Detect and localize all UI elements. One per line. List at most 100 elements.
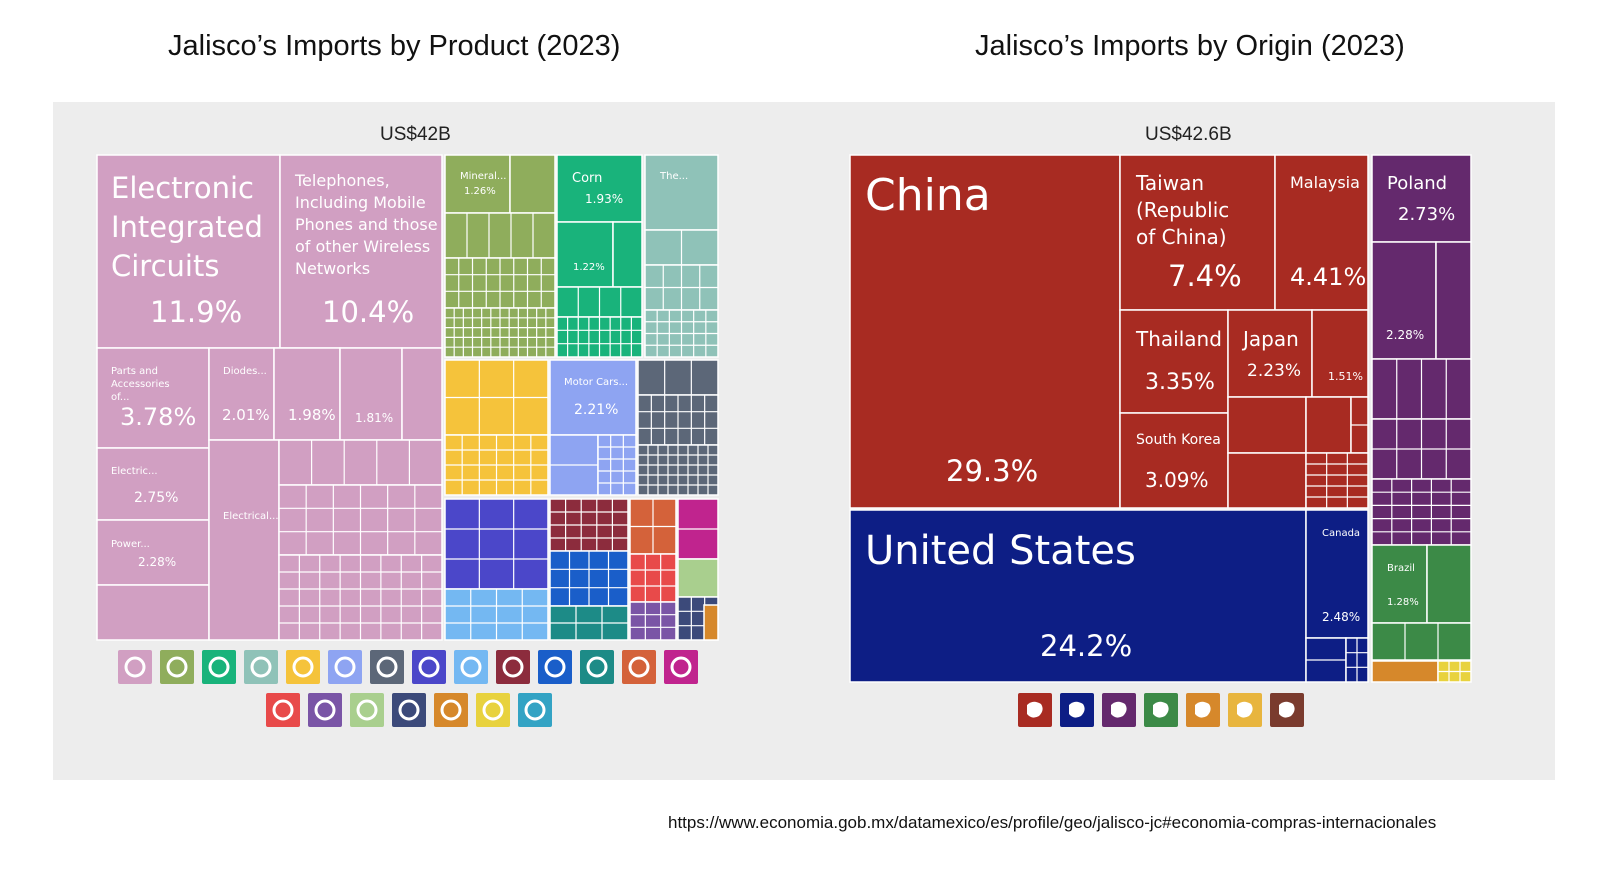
foodstuffs-icon-bg — [580, 650, 614, 684]
arts-icon-glyph — [482, 699, 504, 721]
pct-diodes: 2.01% — [222, 406, 270, 424]
antarctica-icon[interactable] — [1270, 693, 1304, 727]
cell-poland — [1371, 154, 1472, 243]
label-parts-accessories: Accessories — [111, 379, 170, 390]
cell-brazil — [1371, 544, 1428, 624]
paper-icon-glyph — [544, 656, 566, 678]
plant-icon[interactable] — [244, 650, 278, 684]
block-peri-b — [597, 434, 637, 496]
plastics-icon[interactable] — [518, 693, 552, 727]
recycling-icon[interactable] — [286, 650, 320, 684]
instruments-icon[interactable] — [412, 650, 446, 684]
precious-metals-icon[interactable] — [392, 693, 426, 727]
transport-icon-bg — [328, 650, 362, 684]
foodstuffs-icon-glyph — [586, 656, 608, 678]
block-red-e — [1305, 452, 1369, 509]
block-pink-a — [278, 439, 443, 486]
transport-icon-glyph — [334, 656, 356, 678]
label-corn: Corn — [572, 171, 602, 186]
pct-china: 29.3% — [946, 454, 1038, 488]
metals-icon[interactable] — [370, 650, 404, 684]
wood-icon[interactable] — [622, 650, 656, 684]
cell-corn — [556, 154, 643, 223]
pct-united-states: 24.2% — [1040, 629, 1132, 663]
textiles-icon-bg — [496, 650, 530, 684]
pct-corn: 1.93% — [585, 192, 623, 206]
north-america-icon[interactable] — [1060, 693, 1094, 727]
source-url: https://www.economia.gob.mx/datamexico/e… — [668, 813, 1437, 832]
pct-south-korea: 3.09% — [1145, 468, 1209, 492]
africa-icon[interactable] — [1228, 693, 1262, 727]
cell-purple-b — [1435, 241, 1472, 360]
recycling-icon-glyph — [292, 656, 314, 678]
footwear-icon-glyph — [670, 656, 692, 678]
total-label-products: US$42B — [380, 124, 451, 145]
machinery-icon-bg — [118, 650, 152, 684]
transport-icon[interactable] — [328, 650, 362, 684]
chart-title-products: Jalisco’s Imports by Product (2023) — [168, 30, 621, 62]
label-parts-accessories: of... — [111, 392, 129, 403]
south-america-icon[interactable] — [1144, 693, 1178, 727]
hides-icon[interactable] — [434, 693, 468, 727]
pct-telephones: 10.4% — [322, 295, 414, 329]
stone-icon-bg — [308, 693, 342, 727]
label-telephones: Telephones, — [294, 171, 390, 190]
label-taiwan: (Republic — [1136, 198, 1229, 222]
stone-icon[interactable] — [308, 693, 342, 727]
document-icon[interactable] — [266, 693, 300, 727]
paper-icon-bg — [538, 650, 572, 684]
arts-icon[interactable] — [476, 693, 510, 727]
pct-brazil: 1.28% — [1387, 597, 1419, 608]
textiles-icon[interactable] — [496, 650, 530, 684]
document-icon-glyph — [272, 699, 294, 721]
cell-canada — [1305, 509, 1369, 639]
vegetables-icon-glyph — [208, 656, 230, 678]
cell-power — [96, 519, 210, 586]
animal-icon-bg — [454, 650, 488, 684]
label-japan: Japan — [1241, 327, 1299, 351]
arts-icon-bg — [476, 693, 510, 727]
machinery-icon[interactable] — [118, 650, 152, 684]
cell-malaysia — [1274, 154, 1369, 311]
block-purple-c — [1371, 478, 1472, 546]
foodstuffs-icon[interactable] — [580, 650, 614, 684]
block-green-a — [444, 212, 556, 259]
weapons-icon[interactable] — [350, 693, 384, 727]
label-electronic-integrated-circuits: Circuits — [111, 249, 219, 283]
label-motor-cars: Motor Cars... — [564, 377, 628, 388]
cell-green-b — [1426, 544, 1472, 624]
cell-south-korea — [1119, 412, 1229, 509]
block-red-b — [1227, 452, 1307, 509]
footwear-icon-bg — [664, 650, 698, 684]
label-the: The... — [659, 171, 688, 182]
cell-electric — [96, 447, 210, 521]
footwear-icon[interactable] — [664, 650, 698, 684]
label-parts-accessories: Parts and — [111, 366, 158, 377]
chemicals-icon[interactable] — [160, 650, 194, 684]
animal-icon[interactable] — [454, 650, 488, 684]
asia-icon[interactable] — [1018, 693, 1052, 727]
oceania-icon[interactable] — [1186, 693, 1220, 727]
paper-icon[interactable] — [538, 650, 572, 684]
cell-teal-b — [612, 221, 643, 288]
cell-china — [849, 154, 1121, 509]
vegetables-icon[interactable] — [202, 650, 236, 684]
pct-thailand: 3.35% — [1145, 370, 1215, 395]
instruments-icon-bg — [412, 650, 446, 684]
cell-orange-r — [1371, 660, 1439, 683]
label-taiwan: Taiwan — [1135, 171, 1204, 195]
europe-icon[interactable] — [1102, 693, 1136, 727]
label-south-korea: South Korea — [1136, 432, 1221, 448]
label-mineral: Mineral... — [460, 171, 506, 182]
cell-pink-small — [401, 347, 443, 441]
block-red-c — [1305, 396, 1352, 454]
cell-japan — [1227, 309, 1313, 398]
document-icon-bg — [266, 693, 300, 727]
hides-icon-glyph — [440, 699, 462, 721]
hides-icon-bg — [434, 693, 468, 727]
plant-icon-bg — [244, 650, 278, 684]
cell-pink-181 — [339, 347, 403, 441]
label-electronic-integrated-circuits: Integrated — [111, 210, 263, 244]
metals-icon-glyph — [376, 656, 398, 678]
